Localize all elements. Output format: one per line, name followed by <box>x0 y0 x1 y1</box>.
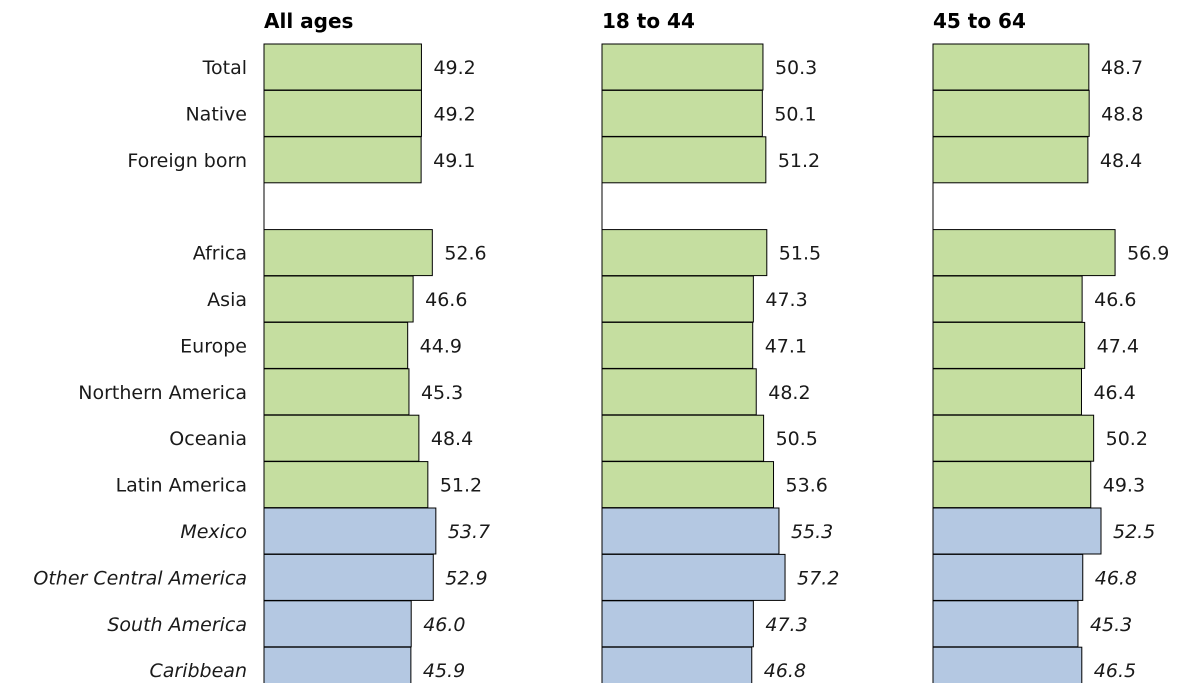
bar <box>263 553 434 601</box>
data-label: 44.9 <box>420 335 462 357</box>
data-label: 52.5 <box>1113 521 1155 543</box>
bar <box>601 461 775 509</box>
data-label: 46.6 <box>1094 289 1136 311</box>
data-label: 50.5 <box>776 428 818 450</box>
data-label: 46.8 <box>764 660 806 682</box>
bar <box>601 553 786 601</box>
bar <box>932 414 1095 462</box>
data-label: 53.7 <box>448 521 490 543</box>
category-label: Mexico <box>180 521 247 543</box>
data-label: 46.4 <box>1093 382 1135 404</box>
data-label: 49.2 <box>433 57 475 79</box>
bar <box>263 507 437 555</box>
bar <box>263 414 420 462</box>
bar <box>932 229 1116 277</box>
category-label: Caribbean <box>150 660 248 682</box>
bar <box>263 646 412 688</box>
data-label: 49.2 <box>433 103 475 125</box>
data-label: 46.8 <box>1095 567 1137 589</box>
bar <box>932 553 1084 601</box>
data-label: 46.5 <box>1094 660 1136 682</box>
data-label: 48.8 <box>1101 103 1143 125</box>
panel-title: 45 to 64 <box>933 9 1026 33</box>
data-label: 48.4 <box>1100 150 1142 172</box>
bar <box>932 600 1079 648</box>
data-label: 47.1 <box>765 335 807 357</box>
data-label: 53.6 <box>786 475 828 497</box>
category-label: Europe <box>180 335 247 357</box>
data-label: 49.3 <box>1103 475 1145 497</box>
data-label: 51.2 <box>778 150 820 172</box>
category-label: Oceania <box>169 428 247 450</box>
bar <box>932 507 1102 555</box>
data-label: 48.2 <box>768 382 810 404</box>
data-label: 48.7 <box>1101 57 1143 79</box>
data-label: 55.3 <box>791 521 833 543</box>
bar <box>263 461 429 509</box>
bar <box>263 136 422 184</box>
bar <box>932 368 1082 416</box>
panel-title: All ages <box>264 9 353 33</box>
bar <box>932 646 1083 688</box>
bar <box>601 507 780 555</box>
category-label: Africa <box>193 243 247 265</box>
bar <box>263 368 410 416</box>
category-label: Other Central America <box>33 567 247 589</box>
data-label: 51.5 <box>779 243 821 265</box>
category-label: Latin America <box>116 475 247 497</box>
data-label: 56.9 <box>1127 243 1169 265</box>
category-label: Foreign born <box>127 150 247 172</box>
panel-title: 18 to 44 <box>602 9 695 33</box>
data-label: 46.6 <box>425 289 467 311</box>
bar <box>601 368 757 416</box>
bar <box>601 646 753 688</box>
data-label: 50.3 <box>775 57 817 79</box>
bar <box>601 321 754 369</box>
data-label: 45.9 <box>423 660 465 682</box>
bar <box>601 600 754 648</box>
data-label: 52.9 <box>445 567 487 589</box>
bar <box>263 275 414 323</box>
data-label: 46.0 <box>423 614 465 636</box>
category-label: South America <box>107 614 247 636</box>
category-label: Total <box>202 57 247 79</box>
data-label: 45.3 <box>421 382 463 404</box>
bar <box>601 136 767 184</box>
data-label: 52.6 <box>444 243 486 265</box>
data-label: 45.3 <box>1090 614 1132 636</box>
bar <box>263 43 422 91</box>
bar <box>263 600 412 648</box>
bar <box>601 275 754 323</box>
data-label: 47.4 <box>1097 335 1139 357</box>
data-label: 48.4 <box>431 428 473 450</box>
data-label: 47.3 <box>765 289 807 311</box>
category-label: Asia <box>207 289 247 311</box>
data-label: 50.1 <box>774 103 816 125</box>
bar <box>601 414 765 462</box>
bar <box>932 89 1090 137</box>
data-label: 50.2 <box>1106 428 1148 450</box>
bar <box>263 89 422 137</box>
data-label: 47.3 <box>765 614 807 636</box>
bar <box>932 136 1089 184</box>
bar <box>932 43 1090 91</box>
bar <box>601 229 768 277</box>
bar <box>263 321 409 369</box>
bar <box>601 89 763 137</box>
category-label: Native <box>185 103 247 125</box>
bar <box>932 461 1092 509</box>
bar <box>601 43 764 91</box>
bar <box>932 275 1083 323</box>
data-label: 51.2 <box>440 475 482 497</box>
category-label: Northern America <box>78 382 247 404</box>
data-label: 57.2 <box>797 567 839 589</box>
bar <box>932 321 1086 369</box>
bar <box>263 229 433 277</box>
data-label: 49.1 <box>433 150 475 172</box>
